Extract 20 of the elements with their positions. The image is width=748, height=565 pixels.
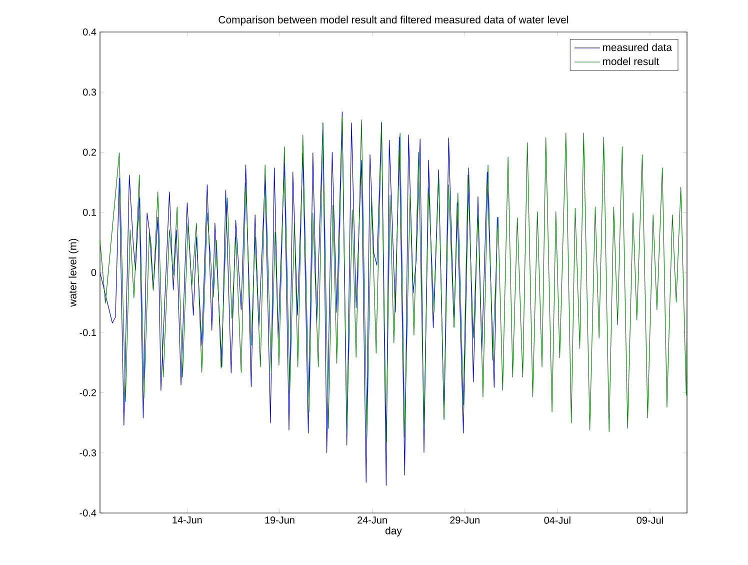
y-tick-label: -0.4: [80, 509, 96, 517]
y-tick-label: 0: [91, 268, 96, 276]
x-axis-title: day: [386, 526, 402, 536]
y-tick-label: 0.3: [83, 88, 96, 96]
y-tick-label: 0.2: [83, 148, 96, 156]
chart-title: Comparison between model result and filtered measured data of water level: [218, 16, 568, 26]
y-tick-label: 0.1: [83, 208, 96, 216]
y-tick-label: -0.1: [80, 329, 96, 336]
legend-label: measured data: [602, 43, 672, 52]
x-tick-label: 04-Jul: [544, 516, 570, 524]
y-tick-label: -0.2: [80, 389, 96, 396]
x-tick-label: 19-Jun: [265, 516, 294, 524]
y-tick-label: -0.3: [80, 449, 96, 456]
x-tick-label: 09-Jul: [636, 516, 663, 524]
x-tick-label: 29-Jun: [450, 516, 480, 524]
x-tick-label: 14-Jun: [172, 516, 202, 524]
y-axis-title: water level (m): [68, 238, 78, 307]
x-tick-label: 24-Jun: [358, 516, 387, 524]
legend-label: model result: [602, 57, 660, 66]
y-tick-label: 0.4: [83, 28, 96, 36]
